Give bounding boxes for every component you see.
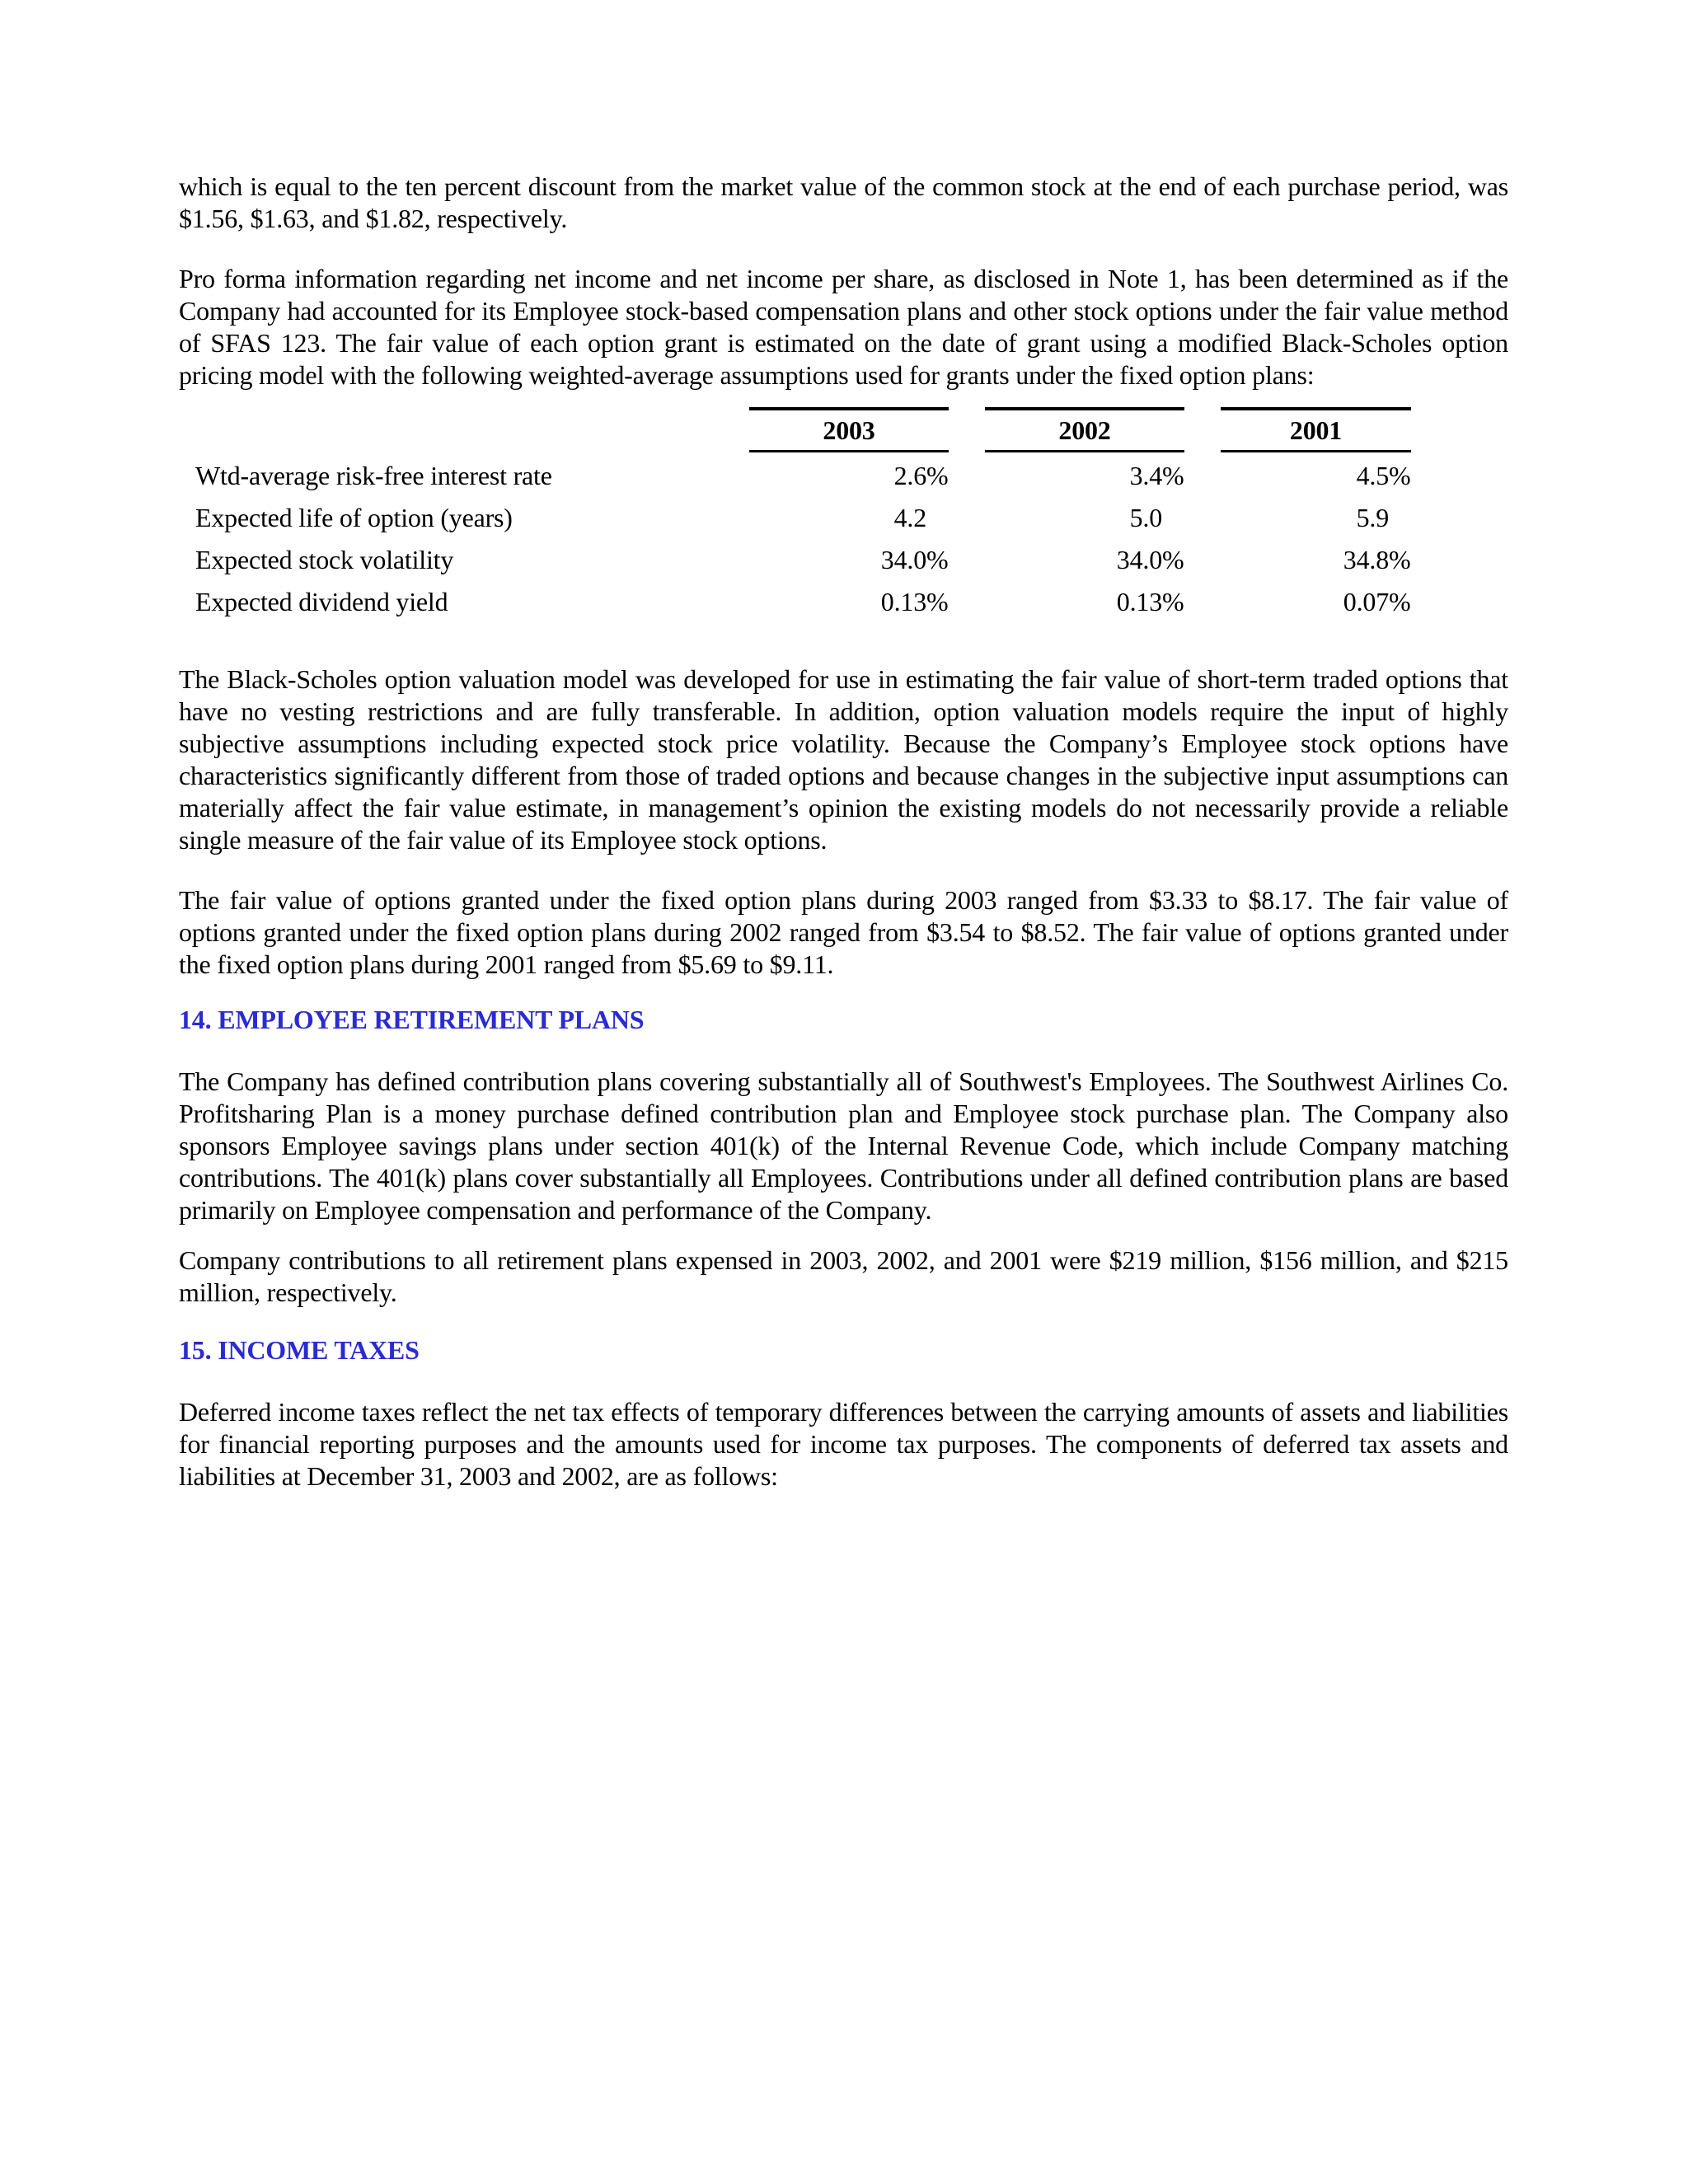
cell-2003: 34.0 % [749, 539, 949, 581]
cell-value: 34.8 [1343, 545, 1389, 574]
assumptions-table: 2003 2002 2001 Wtd-average risk-free int… [179, 407, 1411, 623]
cell-suffix [1162, 497, 1184, 539]
cell-value: 34.0 [1116, 545, 1162, 574]
retirement-plans-paragraph: The Company has defined contribution pla… [179, 1066, 1508, 1225]
header-label-spacer [179, 407, 749, 452]
cell-suffix: % [1389, 545, 1411, 574]
cell-2003: 0.13 % [749, 581, 949, 623]
row-label: Wtd-average risk-free interest rate [195, 461, 552, 490]
cell-suffix: % [1162, 461, 1184, 490]
row-label: Expected stock volatility [195, 545, 454, 574]
assumptions-table-body: Wtd-average risk-free interest rate 2.6 … [179, 452, 1411, 623]
assumptions-table-header-row: 2003 2002 2001 [179, 407, 1411, 452]
cell-suffix: % [926, 587, 949, 616]
cell-2001: 34.8 % [1221, 539, 1411, 581]
cell-2002: 3.4 % [985, 455, 1184, 497]
cell-suffix [1389, 497, 1411, 539]
year-column-header-2001: 2001 [1221, 407, 1411, 452]
cell-value: 0.07 [1343, 587, 1389, 616]
cell-suffix: % [1162, 587, 1184, 616]
cell-suffix: % [1389, 587, 1411, 616]
cell-2002: 0.13 % [985, 581, 1184, 623]
cell-2003: 2.6 % [749, 455, 949, 497]
cell-value: 3.4 [1129, 461, 1163, 490]
cell-suffix: % [926, 545, 949, 574]
cell-2001: 4.5 % [1221, 455, 1411, 497]
cell-suffix: % [926, 461, 949, 490]
cell-2001: 0.07 % [1221, 581, 1411, 623]
retirement-contributions-paragraph: Company contributions to all retirement … [179, 1245, 1508, 1307]
table-row-dividend-yield: Expected dividend yield 0.13 % 0.13 % 0.… [179, 581, 1411, 623]
deferred-taxes-paragraph: Deferred income taxes reflect the net ta… [179, 1397, 1508, 1491]
cell-value: 4.2 [893, 503, 927, 532]
cell-2003: 4.2 [749, 497, 949, 539]
row-label: Expected life of option (years) [195, 503, 513, 532]
cell-suffix [926, 497, 949, 539]
fair-value-paragraph: The fair value of options granted under … [179, 885, 1508, 979]
cell-value: 0.13 [880, 587, 926, 616]
cell-value: 34.0 [880, 545, 926, 574]
cell-value: 4.5 [1356, 461, 1390, 490]
table-row-option-life: Expected life of option (years) 4.2 5.0 … [179, 497, 1411, 539]
continuation-paragraph: which is equal to the ten percent discou… [179, 171, 1508, 233]
cell-value: 0.13 [1116, 587, 1162, 616]
section-heading-retirement-plans: 14. EMPLOYEE RETIREMENT PLANS [179, 1005, 645, 1034]
section-heading-income-taxes: 15. INCOME TAXES [179, 1335, 420, 1365]
row-label: Expected dividend yield [195, 587, 448, 616]
cell-2002: 5.0 [985, 497, 1184, 539]
year-column-header-2002: 2002 [985, 407, 1184, 452]
cell-value: 5.9 [1356, 503, 1390, 532]
black-scholes-paragraph: The Black-Scholes option valuation model… [179, 664, 1508, 855]
pro-forma-paragraph: Pro forma information regarding net inco… [179, 264, 1508, 390]
table-row-volatility: Expected stock volatility 34.0 % 34.0 % … [179, 539, 1411, 581]
table-row-interest-rate: Wtd-average risk-free interest rate 2.6 … [179, 455, 1411, 497]
cell-2002: 34.0 % [985, 539, 1184, 581]
year-column-header-2003: 2003 [749, 407, 949, 452]
document-content: which is equal to the ten percent discou… [179, 0, 1508, 1493]
cell-value: 5.0 [1129, 503, 1163, 532]
cell-2001: 5.9 [1221, 497, 1411, 539]
cell-suffix: % [1389, 461, 1411, 490]
cell-value: 2.6 [893, 461, 927, 490]
cell-suffix: % [1162, 545, 1184, 574]
